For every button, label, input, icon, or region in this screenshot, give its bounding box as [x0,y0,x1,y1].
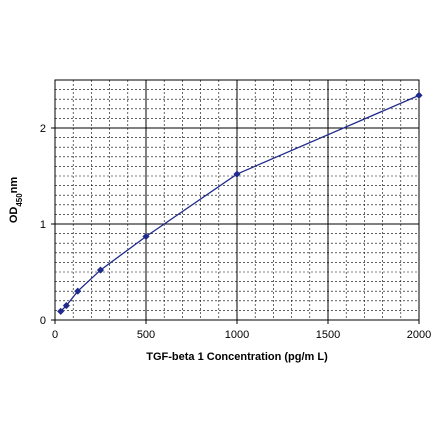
x-tick-label: 0 [52,329,58,341]
data-point [233,170,241,178]
axis-ticks: 0 500 1000 1500 2000 0 1 2 [40,123,431,341]
data-point [74,287,82,295]
y-tick-label: 0 [40,315,46,327]
data-point [57,307,65,316]
y-tick-label: 2 [40,123,46,135]
gridlines [55,80,419,320]
y-axis-title-suffix: nm [8,177,20,194]
y-axis-title-prefix: OD [8,207,20,224]
data-point [96,266,105,274]
x-tick-label: 1000 [225,329,249,341]
x-tick-label: 1500 [316,329,340,341]
data-series [57,91,423,316]
data-point [62,301,71,310]
x-tick-label: 2000 [407,329,431,341]
y-axis-title: OD450nm [8,177,24,224]
x-tick-label: 500 [137,329,155,341]
y-tick-label: 1 [40,219,46,231]
data-point [415,91,423,100]
data-point [142,232,150,241]
y-axis-title-subscript: 450 [15,193,24,207]
x-axis-title: TGF-beta 1 Concentration (pg/m L) [146,351,328,363]
